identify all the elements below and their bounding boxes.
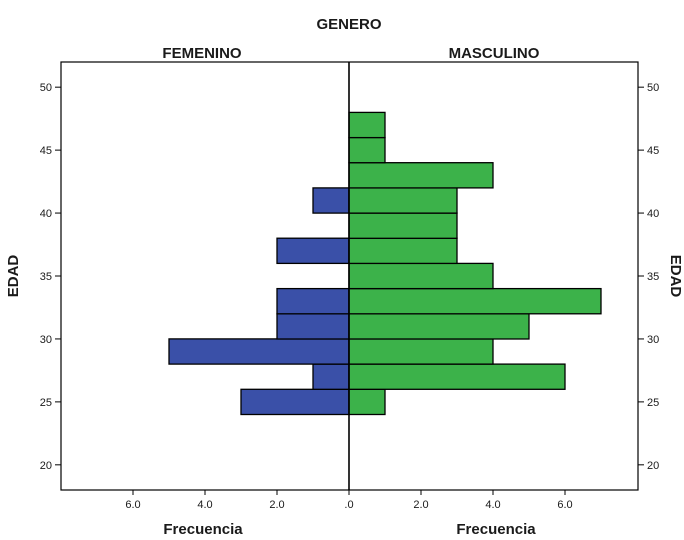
x-tick-label-zero: .0 [344,499,353,511]
y-tick-label-right-40: 40 [647,208,659,220]
bar-femenino-24 [240,388,350,416]
bar-masculino-30 [348,313,530,340]
y-tick-label-right-50: 50 [647,82,659,94]
y-tick-label-left-20: 20 [40,460,52,472]
bar-masculino-32 [348,287,602,315]
left-panel-label: FEMENINO [162,45,242,62]
bar-masculino-34 [348,262,494,290]
bar-masculino-38 [348,212,458,239]
y-tick-label-right-45: 45 [647,145,659,157]
y-tick-label-left-35: 35 [40,271,52,283]
bar-masculino-44 [348,136,386,164]
y-axis-label-right: EDAD [667,255,684,298]
bar-femenino-36 [276,237,350,265]
bar-masculino-40 [348,187,458,214]
x-ticks-group: 6.0 4.0 2.0 .0 2.0 4.0 6.0 [125,490,573,511]
bar-masculino-42 [348,162,494,189]
x-tick-label-left-4.0: 4.0 [197,499,212,511]
y-ticks-group: 20 20 25 25 30 30 35 35 40 40 45 45 50 50 [40,82,660,472]
y-tick-label-left-25: 25 [40,397,52,409]
y-tick-label-right-35: 35 [647,271,659,283]
y-tick-label-left-40: 40 [40,208,52,220]
y-tick-label-right-20: 20 [647,460,659,472]
y-tick-label-right-25: 25 [647,397,659,409]
y-axis-label-left: EDAD [5,255,22,298]
bar-femenino-28 [168,338,350,365]
x-axis-label-right: Frecuencia [456,521,536,538]
bar-masculino-24 [348,388,386,416]
bar-femenino-32 [276,287,350,315]
x-axis-label-left: Frecuencia [163,521,243,538]
bar-masculino-36 [348,237,458,265]
x-tick-label-left-2.0: 2.0 [269,499,284,511]
x-tick-label-right-4.0: 4.0 [485,499,500,511]
bar-femenino-26 [312,363,350,390]
bar-masculino-28 [348,338,494,365]
x-tick-label-right-6.0: 6.0 [557,499,572,511]
bar-femenino-40 [312,187,350,214]
y-tick-label-left-30: 30 [40,334,52,346]
y-tick-label-right-30: 30 [647,334,659,346]
bar-masculino-46 [348,111,386,139]
y-tick-label-left-45: 45 [40,145,52,157]
x-tick-label-left-6.0: 6.0 [125,499,140,511]
x-tick-label-right-2.0: 2.0 [413,499,428,511]
right-panel-label: MASCULINO [449,45,540,62]
bar-masculino-26 [348,363,566,390]
chart-title: GENERO [316,16,381,33]
y-tick-label-left-50: 50 [40,82,52,94]
bar-femenino-30 [276,313,350,340]
bars-group [168,111,602,416]
